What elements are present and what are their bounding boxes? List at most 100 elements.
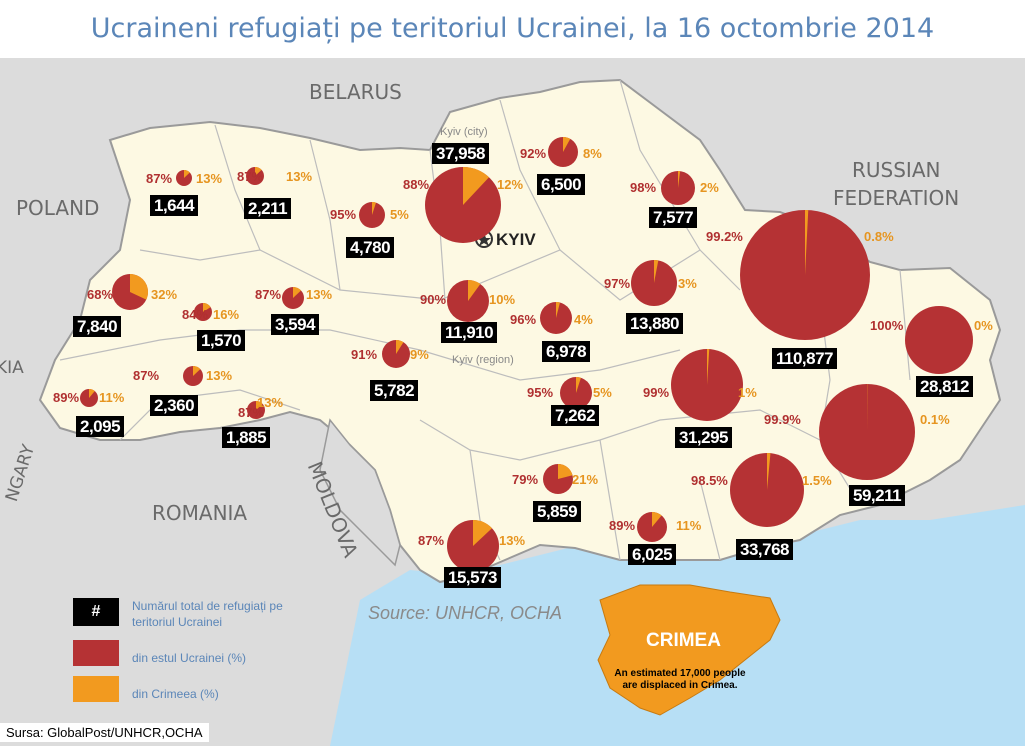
total-cherkasy: 6,978: [542, 341, 591, 362]
east-pct-zakarpattia: 89%: [53, 390, 80, 405]
pie-ternopil-crimea: [203, 303, 211, 312]
crimea-note-line1: An estimated 17,000 people: [614, 668, 746, 679]
east-pct-sumy: 98%: [630, 180, 657, 195]
pie-khmelnytskyi-crimea: [293, 287, 302, 298]
total-lviv: 7,840: [73, 316, 122, 337]
crimea-pct-kyiv-city: 12%: [497, 177, 524, 192]
pie-zhytomyr-crimea: [372, 202, 377, 215]
east-pct-kyiv-city: 88%: [403, 177, 430, 192]
crimea-note-line2: are displaced in Crimea.: [622, 680, 738, 691]
pie-volyn-crimea: [184, 170, 190, 178]
kyiv-label: KYIV: [496, 230, 536, 249]
crimea-pct-lviv: 32%: [151, 287, 178, 302]
crimea-pct-khmelnytskyi: 13%: [306, 287, 333, 302]
legend-crimea-text: din Crimeea (%): [132, 687, 219, 701]
pie-odesa-crimea: [473, 520, 492, 546]
east-pct-odesa: 87%: [418, 533, 445, 548]
country-label-belarus: BELARUS: [309, 80, 402, 104]
total-chernihiv: 6,500: [537, 174, 586, 195]
total-luhansk: 28,812: [916, 376, 973, 397]
legend-crimea-swatch: [73, 676, 119, 702]
crimea-pct-kirovohrad: 5%: [593, 385, 612, 400]
total-ivano-frankivsk: 2,360: [150, 395, 199, 416]
east-pct-kharkiv: 99.2%: [706, 229, 743, 244]
east-pct-poltava: 97%: [604, 276, 631, 291]
country-label-slovakia: KIA: [0, 358, 24, 378]
east-pct-kherson: 89%: [609, 518, 636, 533]
pie-zaporizhzhia-crimea: [767, 453, 771, 490]
country-label-poland: POLAND: [16, 196, 100, 220]
pie-cherkasy-crimea: [556, 302, 560, 318]
map-source: Source: UNHCR, OCHA: [368, 603, 563, 623]
east-pct-ternopil: 84%: [182, 307, 209, 322]
crimea-pct-kharkiv: 0.8%: [864, 229, 894, 244]
total-chernivtsi: 1,885: [222, 427, 271, 448]
east-pct-rivne: 87%: [237, 169, 264, 184]
pie-sumy-crimea: [678, 171, 681, 188]
kyiv-city-label: Kyiv (city): [440, 126, 488, 138]
crimea-pct-poltava: 3%: [678, 276, 697, 291]
total-khmelnytskyi: 3,594: [271, 314, 320, 335]
pie-layer: [80, 137, 973, 572]
total-odesa: 15,573: [444, 567, 501, 588]
east-pct-khmelnytskyi: 87%: [255, 287, 282, 302]
crimea-pct-sumy: 2%: [700, 180, 719, 195]
east-pct-cherkasy: 96%: [510, 312, 537, 327]
pie-ivano-frankivsk-crimea: [193, 366, 201, 376]
east-pct-kirovohrad: 95%: [527, 385, 554, 400]
country-label-russia-1: RUSSIAN: [852, 158, 941, 182]
pie-kirovohrad-crimea: [576, 377, 581, 393]
total-vinnytsia: 5,782: [370, 380, 419, 401]
crimea-region: [597, 584, 781, 716]
pie-rivne-crimea: [255, 167, 262, 176]
kyiv-region-label: Kyiv (region): [452, 354, 514, 366]
legend-total-text: Numărul total de refugiați pe teritoriul…: [132, 599, 283, 629]
crimea-pct-ivano-frankivsk: 13%: [206, 368, 233, 383]
total-rivne: 2,211: [244, 198, 292, 219]
pie-kherson-crimea: [652, 512, 662, 527]
total-kyiv-city: 37,958: [432, 143, 489, 164]
credit: Sursa: GlobalPost/UNHCR,OCHA: [0, 723, 209, 742]
pie-zakarpattia-crimea: [89, 389, 95, 398]
pie-kharkiv-crimea: [805, 210, 809, 275]
crimea-pct-luhansk: 0%: [974, 318, 993, 333]
total-poltava: 13,880: [626, 313, 683, 334]
country-label-russia-2: FEDERATION: [833, 186, 960, 210]
pie-lviv-crimea: [130, 274, 148, 300]
total-zaporizhzhia: 33,768: [736, 539, 793, 560]
legend-east-text: din estul Ucrainei (%): [132, 651, 247, 665]
star-icon: [477, 233, 491, 246]
east-pct-volyn: 87%: [146, 171, 173, 186]
crimea-pct-zaporizhzhia: 1.5%: [802, 473, 832, 488]
crimea-pct-chernihiv: 8%: [583, 146, 602, 161]
total-sumy: 7,577: [649, 207, 698, 228]
total-zhytomyr: 4,780: [346, 237, 395, 258]
legend-east-swatch: [73, 640, 119, 666]
east-pct-ivano-frankivsk: 87%: [133, 368, 160, 383]
crimea-pct-vinnytsia: 9%: [410, 347, 429, 362]
east-pct-dnipropetrovsk: 99%: [643, 385, 670, 400]
total-kherson: 6,025: [628, 544, 677, 565]
total-kyiv-region: 11,910: [441, 322, 498, 343]
crimea-label: CRIMEA: [646, 630, 721, 651]
pie-dnipropetrovsk-crimea: [707, 349, 710, 385]
crimea-pct-kherson: 11%: [676, 518, 702, 533]
crimea-pct-dnipropetrovsk: 1%: [738, 385, 757, 400]
east-pct-luhansk: 100%: [870, 318, 904, 333]
crimea-pct-donetsk: 0.1%: [920, 412, 950, 427]
pie-vinnytsia-crimea: [396, 340, 404, 354]
pie-kyiv-region-crimea: [468, 280, 481, 301]
east-pct-chernihiv: 92%: [520, 146, 547, 161]
crimea-pct-kyiv-region: 10%: [489, 292, 516, 307]
east-pct-chernivtsi: 87%: [238, 405, 265, 420]
moldova-shape: [319, 418, 401, 567]
crimea-pct-rivne: 13%: [286, 169, 313, 184]
crimea-pct-odesa: 13%: [499, 533, 526, 548]
crimea-pct-ternopil: 16%: [213, 307, 240, 322]
crimea-pct-mykolaiv: 21%: [572, 472, 599, 487]
east-pct-mykolaiv: 79%: [512, 472, 539, 487]
pie-poltava-crimea: [654, 260, 659, 283]
map-title: Ucraineni refugiați pe teritoriul Ucrain…: [0, 0, 1025, 58]
crimea-pct-volyn: 13%: [196, 171, 223, 186]
crimea-pct-zakarpattia: 11%: [99, 390, 125, 405]
